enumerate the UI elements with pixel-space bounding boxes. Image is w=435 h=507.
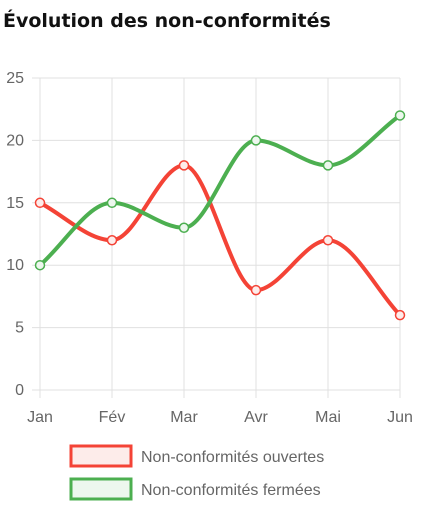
y-tick-label: 5 (15, 320, 24, 337)
data-point[interactable] (108, 198, 117, 207)
x-tick-label: Mai (315, 409, 341, 426)
data-point[interactable] (324, 236, 333, 245)
series-line-2 (40, 115, 400, 265)
data-point[interactable] (180, 161, 189, 170)
legend: Non-conformités ouvertes Non-conformités … (71, 446, 324, 499)
legend-swatch[interactable] (71, 479, 131, 499)
data-point[interactable] (324, 161, 333, 170)
y-tick-label: 15 (6, 195, 24, 212)
data-point[interactable] (396, 111, 405, 120)
y-tick-label: 10 (6, 257, 24, 274)
legend-label[interactable]: Non-conformités ouvertes (141, 449, 324, 466)
series-lines (36, 111, 405, 320)
data-point[interactable] (252, 136, 261, 145)
y-tick-label: 0 (15, 382, 24, 399)
x-tick-label: Avr (244, 409, 268, 426)
x-tick-label: Fév (99, 409, 126, 426)
y-tick-label: 25 (6, 70, 24, 87)
x-tick-label: Jun (387, 409, 413, 426)
y-tick-label: 20 (6, 132, 24, 149)
data-point[interactable] (180, 223, 189, 232)
x-tick-label: Mar (170, 409, 198, 426)
data-point[interactable] (396, 311, 405, 320)
grid (32, 78, 400, 398)
x-tick-label: Jan (27, 409, 53, 426)
legend-swatch[interactable] (71, 446, 131, 466)
data-point[interactable] (36, 198, 45, 207)
data-point[interactable] (252, 286, 261, 295)
data-point[interactable] (108, 236, 117, 245)
data-point[interactable] (36, 261, 45, 270)
legend-label[interactable]: Non-conformités fermées (141, 482, 321, 499)
axes: 0 5 10 15 20 25 Jan Fév Mar Avr Mai Jun (6, 70, 413, 426)
